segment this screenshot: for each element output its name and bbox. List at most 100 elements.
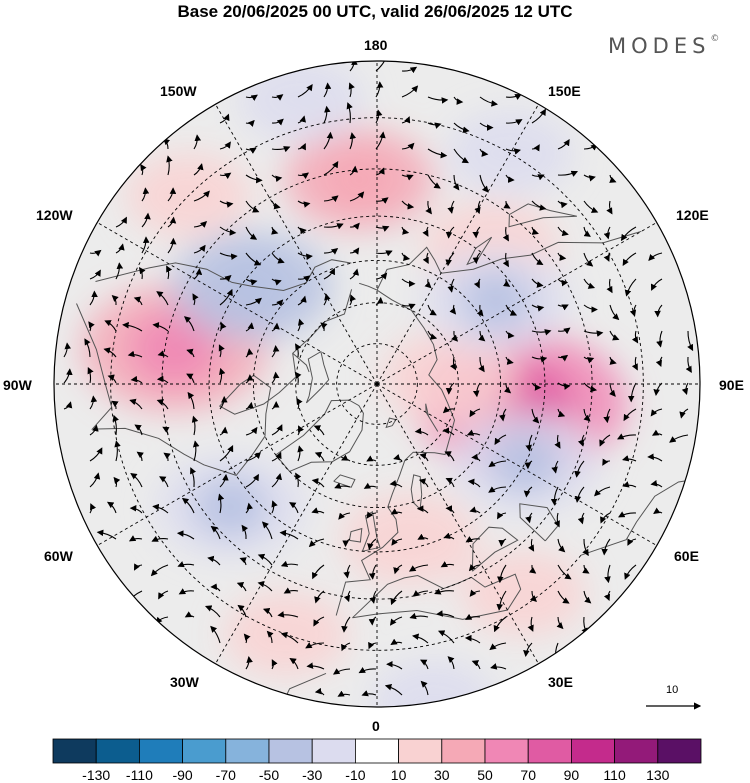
wind-vector (323, 195, 339, 203)
wind-vector (469, 408, 481, 418)
wind-vector (623, 408, 637, 422)
wind-vector (343, 564, 351, 579)
wind-vector (608, 382, 616, 397)
wind-vector (582, 564, 590, 574)
wind-vector (210, 583, 221, 592)
wind-vector (472, 226, 481, 239)
wind-vector (106, 501, 117, 514)
wind-vector (311, 564, 325, 580)
wind-vector (163, 452, 171, 462)
wind-vector (503, 200, 511, 209)
wind-vector (89, 249, 102, 257)
wind-vector (440, 561, 455, 568)
wind-vector (600, 512, 611, 524)
wind-vector (320, 322, 328, 332)
wind-vector (531, 174, 545, 181)
wind-vector (427, 304, 437, 316)
wind-vector (603, 252, 611, 262)
lon-label-150e: 150E (548, 83, 581, 99)
lon-label-90w: 90W (3, 377, 32, 393)
wind-vector (245, 348, 254, 358)
wind-vector (414, 427, 429, 436)
wind-vector (496, 590, 507, 611)
wind-vector (479, 96, 498, 107)
wind-vector (271, 118, 284, 126)
anomaly-blob (461, 550, 587, 636)
lon-label-60w: 60W (44, 548, 73, 564)
wind-vector (107, 374, 117, 384)
wind-vector (271, 500, 278, 514)
wind-vector (375, 250, 393, 257)
wind-vector (603, 590, 611, 602)
wind-vector (451, 330, 459, 342)
wind-vector (650, 278, 663, 291)
wind-vector (167, 187, 177, 202)
lon-label-120e: 120E (676, 207, 709, 223)
lon-label-0: 0 (372, 718, 380, 734)
wind-vector (245, 200, 260, 213)
wind-vector (574, 486, 585, 503)
wind-vector (375, 296, 384, 306)
wind-vector (236, 581, 247, 592)
wind-vector (218, 344, 225, 358)
wind-vector (599, 434, 611, 447)
wind-vector (219, 252, 238, 260)
wind-vector (130, 375, 143, 384)
wind-vector (557, 170, 578, 177)
wind-vector (687, 330, 694, 352)
wind-vector (478, 330, 486, 342)
wind-vector (375, 225, 390, 232)
wind-vector (349, 268, 360, 280)
wind-vector (367, 538, 377, 551)
wind-vector (63, 342, 72, 358)
wind-vector (679, 408, 689, 419)
wind-vector (468, 564, 481, 572)
wind-vector (453, 96, 464, 105)
wind-vector (219, 473, 229, 488)
wind-vector (341, 642, 351, 652)
wind-vector (193, 244, 206, 254)
brand-logo: MODES© (608, 34, 719, 58)
wind-vector (313, 425, 325, 436)
wind-vector (130, 472, 143, 488)
wind-vector (401, 174, 414, 181)
wind-vector (531, 200, 547, 211)
wind-vector (314, 687, 325, 696)
wind-vector (602, 458, 611, 466)
wind-vector (505, 93, 522, 100)
wind-vector (334, 482, 351, 489)
map-border (53, 60, 701, 708)
wind-vector (651, 429, 663, 436)
wind-vector (583, 590, 592, 604)
wind-vector (442, 427, 455, 436)
wind-vector (574, 460, 585, 478)
anomaly-core (460, 270, 533, 331)
wind-vector (631, 356, 638, 371)
wind-vector (332, 668, 351, 675)
anomaly-blob (381, 330, 519, 425)
wind-vector (156, 375, 169, 384)
wind-vector (279, 529, 299, 540)
wind-vector (473, 278, 481, 289)
wind-vector (219, 113, 230, 124)
wind-vector (305, 642, 325, 649)
wind-vector (505, 174, 515, 183)
wind-vector (295, 343, 302, 358)
wind-vector (219, 288, 233, 306)
wind-vector (422, 226, 429, 237)
wind-vector (245, 174, 263, 184)
wind-vector (207, 555, 221, 566)
wind-vector (401, 66, 418, 74)
wind-vector (89, 290, 98, 306)
wind-vector (266, 630, 274, 644)
wind-vector (297, 115, 306, 124)
wind-vector (531, 408, 540, 424)
wind-vector (490, 663, 507, 670)
wind-vector (191, 415, 199, 436)
wind-vector (412, 590, 429, 597)
wind-vector (297, 295, 307, 306)
coastline (333, 474, 356, 488)
wind-vector (629, 304, 637, 317)
wind-vector (156, 399, 169, 410)
wind-vector (469, 506, 481, 514)
